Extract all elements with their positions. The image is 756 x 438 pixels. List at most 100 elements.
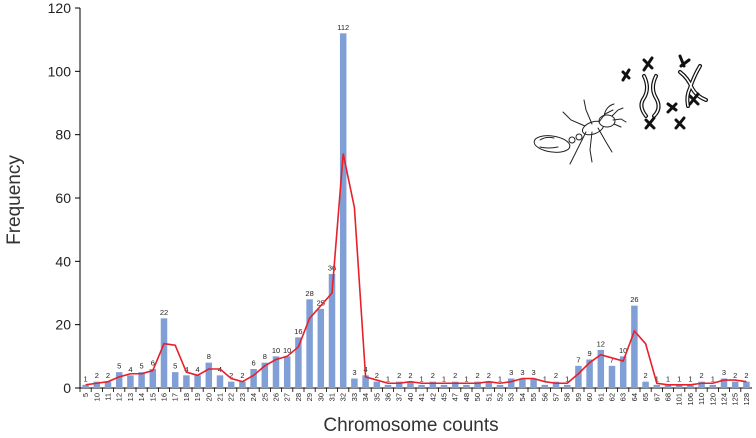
bar-data-label: 1 (666, 374, 670, 383)
x-tick-label: 26 (272, 393, 281, 401)
bar (127, 375, 134, 388)
bar (530, 378, 537, 388)
bar (563, 384, 571, 388)
bar (743, 381, 750, 388)
bar (731, 381, 739, 388)
bar (239, 381, 246, 388)
bar-data-label: 1 (688, 374, 692, 383)
x-tick-label: 5 (81, 393, 90, 397)
bar (93, 381, 101, 388)
bar-data-label: 10 (272, 346, 280, 355)
bar-data-label: 2 (554, 371, 558, 380)
bar-data-label: 8 (207, 352, 211, 361)
bar-data-label: 4 (196, 365, 200, 374)
x-tick-label: 31 (328, 393, 337, 401)
bar (283, 356, 291, 388)
y-tick-label: 40 (55, 253, 71, 269)
bar (160, 318, 168, 388)
x-tick-label: 29 (305, 393, 314, 401)
bar-data-label: 8 (263, 352, 267, 361)
bar (619, 356, 627, 388)
bar (463, 384, 470, 388)
bar (720, 378, 728, 388)
x-tick-label: 54 (518, 393, 527, 401)
x-tick-label: 40 (406, 393, 415, 401)
bar (183, 375, 190, 388)
bar-data-label: 3 (352, 368, 356, 377)
y-tick-label: 120 (48, 0, 72, 16)
bar (351, 378, 358, 388)
x-tick-label: 65 (641, 393, 650, 401)
x-tick-label: 32 (339, 393, 348, 401)
bar-data-label: 2 (744, 371, 748, 380)
x-tick-label: 36 (384, 393, 393, 401)
bar (328, 274, 336, 388)
bar-data-label: 1 (420, 374, 424, 383)
x-tick-label: 51 (484, 393, 493, 401)
x-tick-label: 28 (294, 393, 303, 401)
bar-data-label: 26 (630, 295, 638, 304)
bar-data-label: 1 (711, 374, 715, 383)
bar (138, 372, 145, 388)
y-tick-label: 80 (55, 127, 71, 143)
x-tick-label: 10 (92, 393, 101, 401)
x-tick-label: 35 (372, 393, 381, 401)
bar-data-label: 5 (117, 362, 121, 371)
x-tick-label: 17 (171, 393, 180, 401)
bar (664, 384, 672, 388)
bar-data-label: 22 (160, 308, 168, 317)
x-tick-label: 21 (216, 393, 225, 401)
bar (485, 381, 493, 388)
y-tick-label: 20 (55, 317, 71, 333)
bar-data-label: 16 (294, 327, 302, 336)
bar (709, 384, 717, 388)
x-tick-label: 67 (652, 393, 661, 401)
bar (519, 378, 526, 388)
bar-data-label: 4 (184, 365, 188, 374)
x-tick-label: 63 (619, 393, 628, 401)
bar-data-label: 112 (337, 23, 349, 32)
bar (205, 362, 213, 388)
bar (115, 372, 123, 388)
bar (216, 375, 224, 388)
bar (261, 362, 269, 388)
bar (575, 365, 582, 388)
bar (149, 369, 157, 388)
bar-data-label: 1 (84, 374, 88, 383)
bar (104, 381, 112, 388)
bar-data-label: 7 (576, 355, 580, 364)
bar-data-label: 6 (151, 359, 155, 368)
x-tick-label: 33 (350, 393, 359, 401)
x-tick-label: 47 (451, 393, 460, 401)
bar (295, 337, 302, 388)
bar-data-label: 2 (95, 371, 99, 380)
bar (507, 378, 515, 388)
bar (395, 381, 403, 388)
x-tick-label: 56 (540, 393, 549, 401)
x-tick-label: 58 (563, 393, 572, 401)
x-axis-label: Chromosome counts (323, 415, 498, 436)
bar (429, 381, 437, 388)
bar (306, 299, 313, 388)
bar (362, 375, 369, 388)
bar-data-label: 3 (722, 368, 726, 377)
x-tick-label: 11 (104, 393, 113, 401)
bar (339, 33, 347, 388)
y-axis-label: Frequency (4, 155, 25, 245)
bar (608, 365, 616, 388)
x-tick-labels: 5 10 11 12 13 14 15 16 17 18 19 20 21 22 23 24 25 26 27 28 2… (79, 388, 751, 406)
x-tick-label: 128 (742, 393, 751, 406)
x-tick-label: 55 (529, 393, 538, 401)
bar (552, 381, 560, 388)
bar-data-label: 2 (700, 371, 704, 380)
x-tick-label: 13 (126, 393, 135, 401)
bar (418, 384, 425, 388)
bar-data-label: 3 (532, 368, 536, 377)
bar (642, 381, 649, 388)
bar-data-label: 1 (464, 374, 468, 383)
x-tick-label: 24 (249, 393, 258, 401)
x-tick-label: 62 (608, 393, 617, 401)
bar-data-label: 10 (283, 346, 291, 355)
